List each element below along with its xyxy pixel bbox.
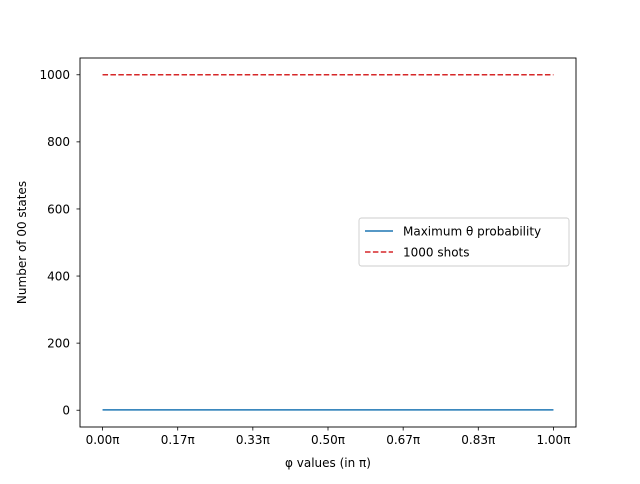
y-tick-label: 0 [62, 404, 70, 418]
legend-box [358, 217, 570, 267]
x-axis-label: φ values (in π) [285, 456, 371, 470]
x-axis: 0.00π 0.17π 0.33π 0.50π 0.67π 0.83π 1.00π [86, 427, 570, 447]
legend-label: 1000 shots [403, 245, 470, 259]
legend-label: Maximum θ probability [403, 224, 541, 238]
x-tick-label: 0.33π [236, 433, 270, 447]
y-tick-label: 200 [47, 336, 70, 350]
y-tick-label: 800 [47, 135, 70, 149]
x-tick-label: 0.50π [311, 433, 345, 447]
x-tick-label: 0.67π [386, 433, 420, 447]
plot-marks [102, 74, 554, 411]
y-axis: 0 200 400 600 800 1000 [39, 68, 80, 418]
legend: Maximum θ probability 1000 shots [358, 217, 570, 267]
y-tick-label: 600 [47, 202, 70, 216]
y-axis-label: Number of 00 states [15, 181, 29, 304]
y-tick-label: 400 [47, 269, 70, 283]
x-tick-label: 1.00π [536, 433, 570, 447]
y-tick-label: 1000 [39, 68, 70, 82]
x-tick-label: 0.17π [161, 433, 195, 447]
x-tick-label: 0.83π [461, 433, 495, 447]
x-tick-label: 0.00π [86, 433, 120, 447]
